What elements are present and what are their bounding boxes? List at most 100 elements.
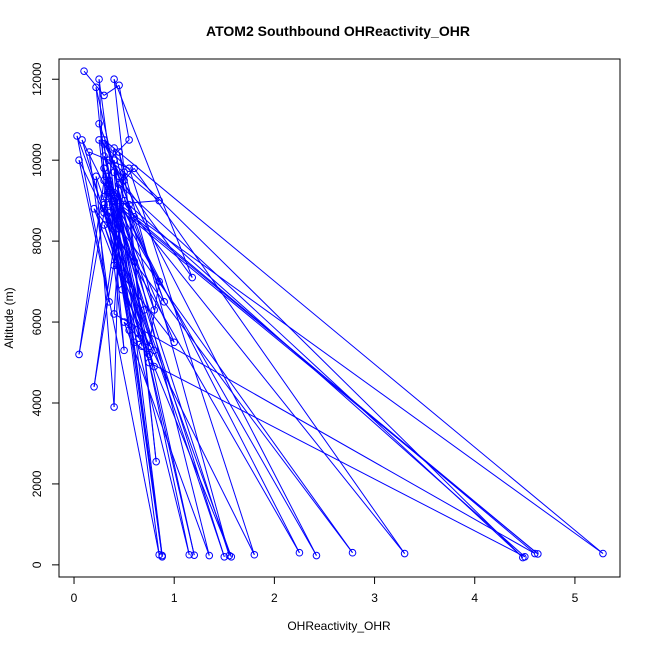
data-point [100,140,108,148]
series-segment [108,159,160,202]
series-segment [103,143,317,556]
series-lines [76,70,604,558]
chart-title: ATOM2 Southbound OHReactivity_OHR [206,23,470,39]
series-segment [118,184,524,558]
data-point [75,350,83,359]
series-segment [98,79,105,181]
data-point [105,188,113,197]
x-tick-label: 5 [572,591,579,605]
data-point [130,164,138,173]
data-point [225,551,234,560]
data-point [92,172,100,181]
data-point [155,196,163,205]
series-segment [113,79,157,462]
data-point [130,213,138,221]
data-point [110,156,118,164]
data-point [120,176,128,185]
data-point [100,200,108,209]
data-point [100,164,108,173]
y-tick-label: 8000 [30,227,44,254]
series-segment [78,180,105,355]
series-segment [78,184,110,355]
data-point [118,285,126,294]
series-segment [108,180,300,553]
data-point [120,196,128,205]
data-point [531,549,539,558]
y-tick-label: 4000 [30,389,44,416]
data-point [295,548,304,557]
series-segment [103,196,539,555]
series-segment [148,354,232,557]
data-point [110,261,118,270]
data-point [250,550,259,559]
series-segment [108,180,125,351]
data-point [145,358,153,367]
data-point [118,269,126,278]
data-point [100,204,108,213]
data-point [145,350,153,359]
data-point [73,132,81,140]
data-point [100,152,108,160]
data-point [95,136,103,144]
data-point [105,298,113,306]
x-tick-label: 3 [371,591,378,605]
series-segment [113,313,536,554]
data-point [115,225,123,233]
data-point [185,550,194,559]
data-point [95,75,103,84]
data-point [170,338,179,347]
data-point [599,549,607,558]
data-point [348,548,357,557]
data-point [110,403,118,411]
series-segment [103,155,193,278]
y-tick-label: 2000 [30,470,44,497]
data-point [534,550,542,558]
data-point [140,306,148,314]
data-point [105,184,113,193]
data-point [110,75,118,84]
data-point [130,257,138,266]
data-point [120,318,128,326]
data-point [100,192,108,201]
series-segment [108,192,135,343]
data-point [205,551,214,560]
data-point [115,172,123,181]
x-tick-label: 0 [71,591,78,605]
series-segment [105,176,230,556]
data-point [110,144,118,152]
series-segment [103,168,130,331]
data-point [75,156,83,164]
data-point [115,148,123,156]
series-segment [108,212,353,554]
data-point [188,273,197,282]
series-segment [93,208,353,554]
data-point [100,208,108,217]
series-segment [113,79,193,278]
data-point [78,136,86,144]
data-point [100,136,108,144]
data-point [105,176,113,185]
data-point [115,180,123,189]
data-point [110,196,118,205]
data-point [150,306,158,314]
series-segment [103,204,232,557]
data-point [160,298,168,306]
x-tick-label: 1 [171,591,178,605]
plot-area-frame [58,58,621,578]
data-point [105,180,113,189]
data-point [115,81,123,90]
data-point [108,196,116,205]
series-segment [98,139,524,558]
series-segment [148,362,526,558]
data-point [312,551,321,560]
data-point [95,119,103,128]
data-point [400,549,409,558]
data-point [125,164,133,173]
series-segment [108,184,406,554]
x-tick-label: 2 [271,591,278,605]
series-segment [98,79,163,556]
data-point [80,67,88,75]
series-segment [118,85,130,141]
x-axis-label: OHReactivity_OHR [287,619,391,633]
